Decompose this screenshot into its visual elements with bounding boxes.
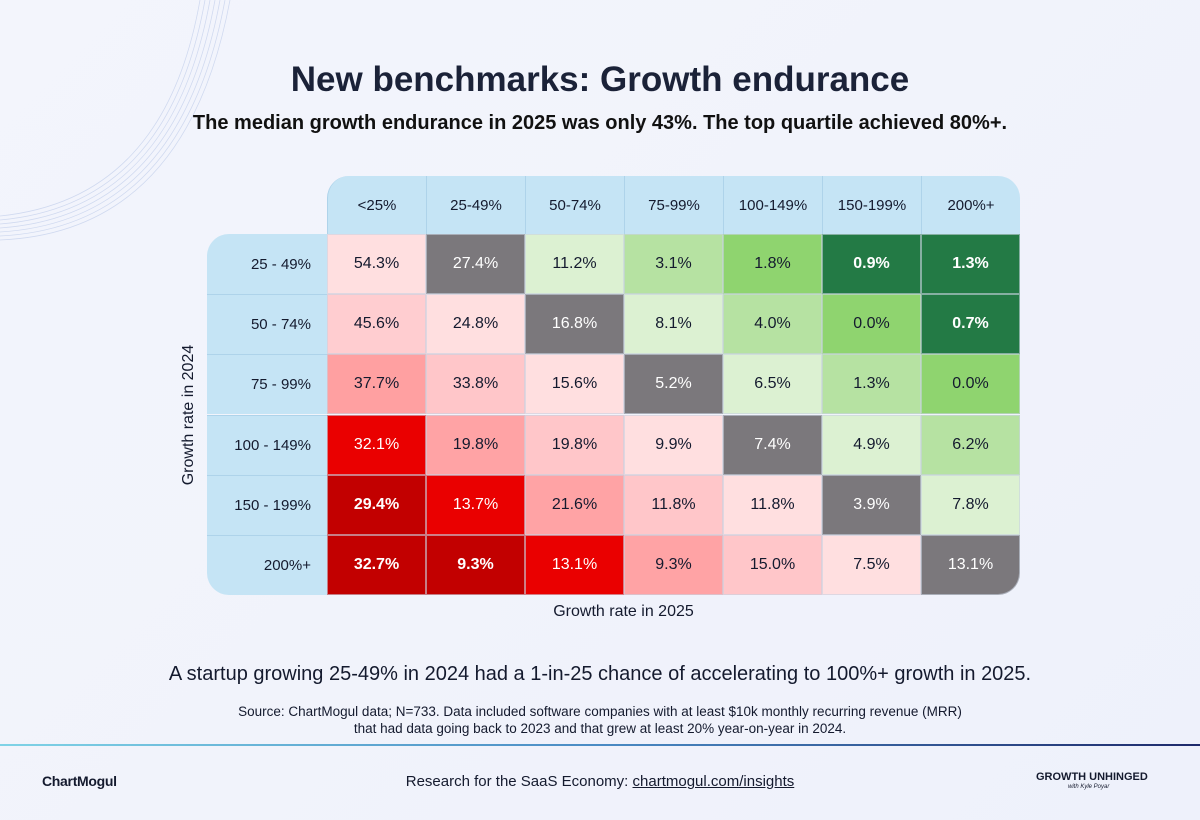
heatmap-cell: 1.3%	[921, 234, 1020, 294]
heatmap-cell: 13.7%	[426, 474, 525, 535]
heatmap-cell: 7.4%	[723, 414, 822, 475]
heatmap-cell: 54.3%	[327, 234, 426, 294]
heatmap-cell: 19.8%	[426, 414, 525, 475]
row-header: 50 - 74%	[207, 294, 327, 355]
heatmap-cell: 32.7%	[327, 535, 426, 595]
growth-unhinged-logo: GROWTH UNHINGED	[1036, 771, 1148, 783]
heatmap-cell: 8.1%	[624, 294, 723, 355]
heatmap-cell: 27.4%	[426, 234, 525, 294]
heatmap-cell: 32.1%	[327, 414, 426, 475]
heatmap-cell: 7.5%	[822, 535, 921, 595]
heatmap-cell: 37.7%	[327, 354, 426, 415]
y-axis-label: Growth rate in 2024	[180, 344, 197, 486]
heatmap-cell: 11.8%	[723, 474, 822, 535]
heatmap-cell: 0.9%	[822, 234, 921, 294]
heatmap-cell: 13.1%	[921, 535, 1020, 595]
heatmap-cell: 9.3%	[426, 535, 525, 595]
page-title: New benchmarks: Growth endurance	[290, 60, 910, 99]
x-axis-label: Growth rate in 2025	[553, 603, 694, 620]
chartmogul-logo: ChartMogul	[42, 773, 117, 789]
heatmap-cell: 3.1%	[624, 234, 723, 294]
heatmap-cell: 13.1%	[525, 535, 624, 595]
heatmap-cell: 6.5%	[723, 354, 822, 415]
heatmap-cell: 1.3%	[822, 354, 921, 415]
tagline-text: Research for the SaaS Economy:	[405, 773, 633, 790]
key-insight: A startup growing 25-49% in 2024 had a 1…	[168, 663, 1032, 685]
heatmap-cell: 3.9%	[822, 474, 921, 535]
decorative-waves	[0, 0, 231, 241]
heatmap-cell: 4.0%	[723, 294, 822, 355]
column-header: 50-74%	[525, 176, 624, 234]
column-header: 100-149%	[723, 176, 822, 234]
heatmap-cell: 11.2%	[525, 234, 624, 294]
row-header: 25 - 49%	[207, 234, 327, 294]
row-header: 100 - 149%	[207, 414, 327, 475]
column-header: 25-49%	[426, 176, 525, 234]
heatmap-cell: 45.6%	[327, 294, 426, 355]
page-subtitle: The median growth endurance in 2025 was …	[192, 112, 1008, 134]
growth-unhinged-subtitle: with Kyle Poyar	[1068, 784, 1110, 790]
row-header: 75 - 99%	[207, 354, 327, 415]
heatmap-cell: 19.8%	[525, 414, 624, 475]
heatmap-cell: 0.7%	[921, 294, 1020, 355]
heatmap-cell: 16.8%	[525, 294, 624, 355]
heatmap-cell: 0.0%	[921, 354, 1020, 415]
column-header: 150-199%	[822, 176, 921, 234]
heatmap-cell: 0.0%	[822, 294, 921, 355]
heatmap-cell: 1.8%	[723, 234, 822, 294]
column-header: <25%	[327, 176, 426, 234]
source-note: Source: ChartMogul data; N=733. Data inc…	[0, 703, 1200, 737]
heatmap: <25% 25-49% 50-74% 75-99% 100-149% 150-199% 20…	[207, 176, 1020, 595]
heatmap-cell: 9.9%	[624, 414, 723, 475]
source-line-1: Source: ChartMogul data; N=733. Data inc…	[238, 704, 962, 719]
heatmap-cell: 15.6%	[525, 354, 624, 415]
heatmap-cell: 33.8%	[426, 354, 525, 415]
footer-tagline: Research for the SaaS Economy: chartmogu…	[0, 773, 1200, 790]
heatmap-cell: 15.0%	[723, 535, 822, 595]
row-header: 150 - 199%	[207, 474, 327, 535]
heatmap-cell: 6.2%	[921, 414, 1020, 475]
heatmap-cell: 21.6%	[525, 474, 624, 535]
insights-link[interactable]: chartmogul.com/insights	[632, 773, 795, 790]
heatmap-cell: 24.8%	[426, 294, 525, 355]
source-line-2: that had data going back to 2023 and tha…	[353, 721, 847, 736]
row-header: 200%+	[207, 535, 327, 595]
heatmap-cell: 7.8%	[921, 474, 1020, 535]
heatmap-cell: 9.3%	[624, 535, 723, 595]
column-header: 75-99%	[624, 176, 723, 234]
heatmap-cell: 29.4%	[327, 474, 426, 535]
footer-divider	[0, 744, 1200, 746]
heatmap-cell: 5.2%	[624, 354, 723, 415]
column-header: 200%+	[921, 176, 1020, 234]
heatmap-cell: 4.9%	[822, 414, 921, 475]
heatmap-cell: 11.8%	[624, 474, 723, 535]
